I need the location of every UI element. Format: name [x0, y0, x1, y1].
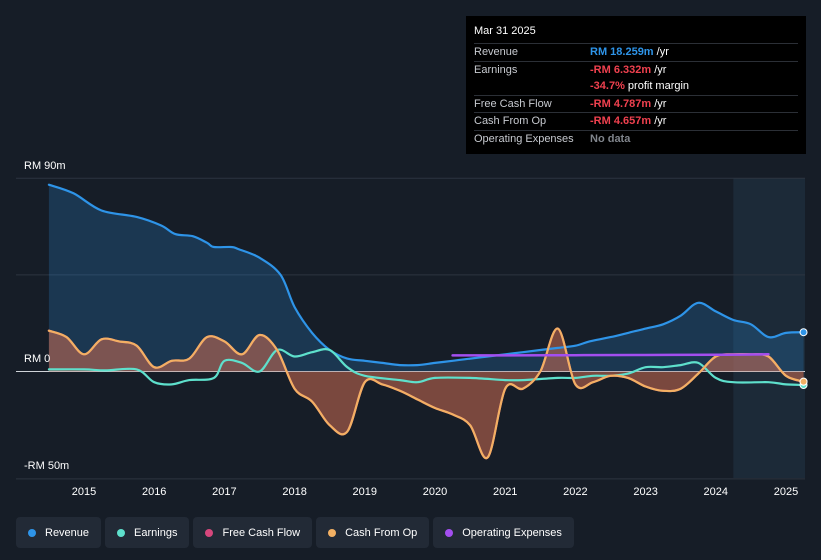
- x-tick-label: 2017: [212, 486, 236, 498]
- legend-label: Operating Expenses: [462, 526, 562, 539]
- x-tick-label: 2025: [774, 486, 798, 498]
- tooltip-row: Free Cash Flow -RM 4.787m /yr: [474, 94, 798, 113]
- legend-label: Free Cash Flow: [222, 526, 301, 539]
- tooltip-row-value: -RM 6.332m /yr: [590, 63, 667, 76]
- x-tick-label: 2021: [493, 486, 517, 498]
- legend-dot-icon: [205, 528, 214, 537]
- line-earnings: [47, 348, 805, 387]
- series-endpoints: [799, 328, 808, 390]
- tooltip-row-value: -RM 4.787m /yr: [590, 97, 667, 110]
- tooltip-row: Cash From Op -RM 4.657m /yr: [474, 112, 798, 130]
- x-tick-label: 2023: [633, 486, 657, 498]
- x-tick-label: 2020: [423, 486, 447, 498]
- y-tick-label-zero: RM 0: [24, 353, 51, 365]
- series-lines: [47, 183, 805, 460]
- legend-dot-icon: [328, 528, 337, 537]
- tooltip-row-value: RM 18.259m /yr: [590, 46, 669, 59]
- tooltip-row-value: -RM 4.657m /yr: [590, 115, 667, 128]
- gridlines: [16, 177, 805, 480]
- legend-item-earnings[interactable]: Earnings: [105, 517, 190, 548]
- line-cash-from-op: [47, 327, 805, 460]
- tooltip-row: Earnings -RM 6.332m /yr: [474, 60, 798, 79]
- legend-label: Earnings: [134, 526, 178, 539]
- endpoint-cash-from-op: [799, 377, 808, 386]
- x-tick-label: 2024: [704, 486, 728, 498]
- legend-item-revenue[interactable]: Revenue: [16, 517, 102, 548]
- x-tick-label: 2022: [563, 486, 587, 498]
- legend-item-free-cash-flow[interactable]: Free Cash Flow: [193, 517, 313, 548]
- legend-dot-icon: [445, 528, 454, 537]
- tooltip-row-value: -34.7% profit margin: [590, 80, 690, 93]
- line-revenue: [47, 183, 805, 367]
- y-tick-label-bottom: -RM 50m: [24, 460, 70, 472]
- x-tick-label: 2016: [142, 486, 166, 498]
- legend-label: Revenue: [45, 526, 90, 539]
- legend-label: Cash From Op: [345, 526, 418, 539]
- legend-dot-icon: [28, 528, 36, 537]
- forecast-band: [733, 178, 805, 478]
- legend-dot-icon: [117, 528, 126, 537]
- area-revenue: [48, 184, 804, 372]
- tooltip-row-label: Cash From Op: [474, 115, 547, 128]
- tooltip-row-label: Operating Expenses: [474, 132, 574, 145]
- tooltip-row-label: Earnings: [474, 63, 518, 76]
- legend-item-operating-expenses[interactable]: Operating Expenses: [433, 517, 574, 548]
- x-tick-label: 2015: [72, 486, 96, 498]
- legend: Revenue Earnings Free Cash Flow Cash From O…: [16, 517, 574, 548]
- tooltip-row-label: Free Cash Flow: [474, 97, 552, 110]
- tooltip-rows: Revenue RM 18.259m /yr Earnings -RM 6.332m …: [474, 43, 798, 147]
- tooltip-row: Revenue RM 18.259m /yr: [474, 43, 798, 61]
- x-axis-ticks: 2015 2016 2017 2018 2019 2020 2021 2022 2023 2024…: [72, 486, 798, 498]
- endpoint-revenue: [799, 328, 808, 337]
- tooltip-row: Operating Expenses No data: [474, 129, 798, 148]
- legend-item-cash-from-op[interactable]: Cash From Op: [316, 517, 430, 548]
- y-tick-label-top: RM 90m: [24, 160, 66, 172]
- x-tick-label: 2018: [282, 486, 306, 498]
- tooltip-row-value: No data: [590, 132, 631, 145]
- x-tick-label: 2019: [353, 486, 377, 498]
- line-operating-expenses: [451, 353, 770, 357]
- tooltip-date: Mar 31 2025: [474, 25, 536, 37]
- tooltip-row: -34.7% profit margin: [474, 78, 798, 95]
- tooltip-panel: Mar 31 2025 Revenue RM 18.259m /yr Earning…: [466, 16, 806, 154]
- tooltip-row-label: Revenue: [474, 46, 519, 59]
